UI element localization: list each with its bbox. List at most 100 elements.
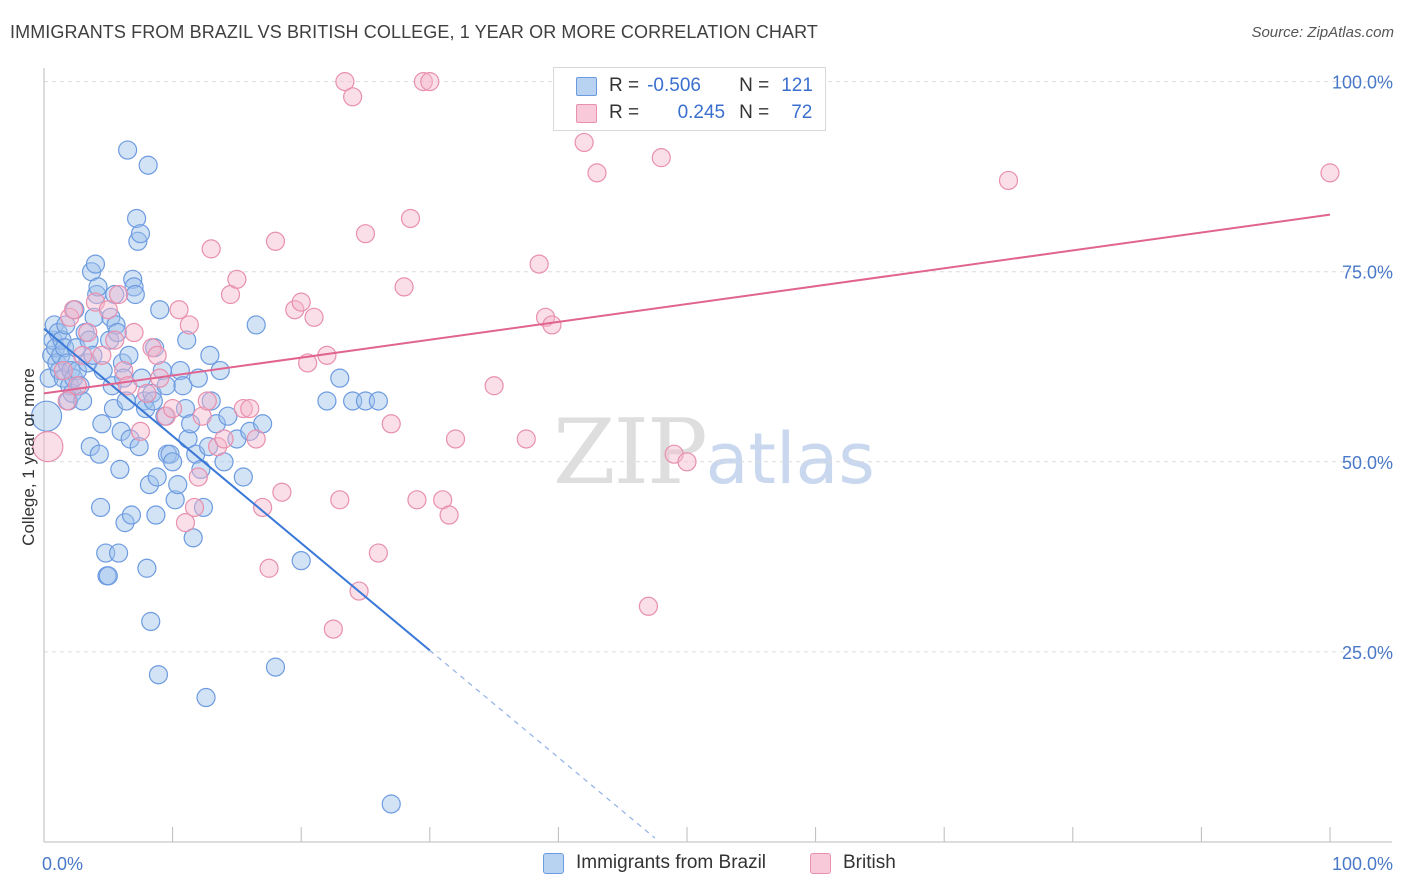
brazil-point-35 [89, 444, 109, 464]
brazil-point-60 [123, 269, 143, 289]
brazil-point-105 [246, 315, 266, 335]
series-swatch-brazil [543, 852, 564, 874]
brazil-trend-line [43, 327, 431, 652]
british-point-45 [304, 307, 324, 327]
legend-swatch-blue [576, 76, 597, 96]
british-point-35 [233, 398, 253, 419]
brazil-point-22 [67, 360, 88, 381]
brazil-point-95 [188, 368, 208, 388]
brazil-point-109 [317, 391, 337, 411]
brazil-point-56 [117, 140, 138, 160]
legend-row-pink: R = 0.245 N = 72 [576, 101, 812, 125]
british-point-42 [285, 300, 305, 320]
series-legend-british[interactable]: British [810, 852, 896, 874]
grid [44, 81, 1392, 653]
brazil-point-107 [265, 657, 286, 677]
british-point-21 [156, 406, 176, 426]
brazil-point-37 [92, 414, 112, 434]
brazil-point-110 [330, 368, 350, 388]
chart-source: Source: ZipAtlas.com [1251, 24, 1394, 41]
brazil-point-108 [291, 551, 311, 571]
brazil-point-59 [121, 505, 142, 525]
y-tick-label-3: 100.0% [1332, 73, 1393, 93]
brazil-point-71 [138, 155, 158, 175]
brazil-point-86 [165, 490, 185, 510]
brazil-point-36 [90, 497, 111, 518]
brazil-point-117 [233, 467, 253, 487]
british-point-37 [246, 429, 266, 449]
series-swatch-british [810, 852, 831, 874]
british-point-59 [420, 72, 440, 92]
brazil-point-66 [130, 224, 151, 244]
trend-lines [43, 213, 1331, 839]
brazil-point-98 [196, 687, 216, 708]
brazil-point-32 [85, 254, 106, 274]
brazil-point-93 [183, 528, 203, 548]
brazil-point-114 [381, 794, 401, 814]
british-point-48 [330, 490, 350, 510]
y-tick-label-1: 50.0% [1342, 453, 1393, 473]
british-point-6 [72, 345, 93, 365]
legend-n-label-pink: N = [739, 102, 770, 123]
british-point-26 [184, 497, 205, 518]
brazil-point-118 [200, 345, 220, 365]
legend-n-value-blue: 121 [781, 75, 813, 96]
british-point-57 [407, 490, 427, 510]
british-point-65 [529, 254, 549, 274]
brazil-point-89 [173, 376, 193, 396]
british-point-9 [92, 345, 112, 365]
brazil-point-70 [137, 558, 157, 578]
watermark: ZIPatlas [553, 400, 875, 505]
british-point-76 [1320, 163, 1340, 183]
british-point-34 [227, 269, 247, 289]
british-point-75 [998, 170, 1019, 191]
y-tick-label-0: 25.0% [1342, 643, 1393, 663]
axes [43, 68, 1392, 843]
brazil-point-113 [368, 391, 388, 411]
chart-title: IMMIGRANTS FROM BRAZIL VS BRITISH COLLEG… [10, 22, 818, 42]
british-trend-line [43, 213, 1331, 395]
brazil-point-92 [181, 414, 201, 434]
british-point-4 [63, 300, 84, 320]
british-point-73 [677, 452, 697, 472]
british-point-62 [445, 429, 466, 449]
brazil-point-24 [72, 391, 93, 411]
watermark-atlas: atlas [705, 418, 875, 500]
british-point-2 [57, 391, 77, 411]
watermark-zip: ZIP [553, 400, 708, 505]
y-tick-label-2: 75.0% [1342, 263, 1393, 283]
british-point-25 [179, 315, 199, 335]
brazil-point-63 [126, 208, 147, 229]
brazil-point-77 [146, 505, 166, 525]
series-legend: Immigrants from Brazil British [0, 852, 1406, 878]
british-point-43 [291, 292, 311, 312]
brazil-point-50 [110, 459, 130, 480]
legend-r-label-blue: R = [609, 75, 640, 96]
brazil-point-49 [108, 543, 129, 563]
british-point-15 [124, 322, 144, 343]
british-point-30 [201, 239, 221, 259]
brazil-point-87 [168, 475, 188, 495]
british-point-19 [147, 345, 167, 365]
british-point-49 [335, 72, 355, 92]
brazil-point-79 [148, 665, 169, 685]
british-point-50 [343, 87, 363, 107]
points [30, 72, 1340, 814]
brazil-point-80 [150, 300, 170, 320]
british-point-44 [298, 353, 318, 373]
british-point-66 [535, 307, 556, 327]
x-tick-label-1: 100.0% [1332, 854, 1393, 874]
series-legend-brazil[interactable]: Immigrants from Brazil [543, 852, 766, 874]
brazil-point-119 [177, 330, 197, 350]
brazil-point-85 [163, 452, 183, 472]
british-point-67 [542, 315, 562, 335]
british-point-47 [323, 619, 343, 639]
british-point-41 [272, 482, 292, 502]
british-point-40 [265, 231, 286, 251]
legend-n-label-blue: N = [739, 75, 770, 96]
brazil-point-61 [124, 277, 144, 297]
correlation-legend: R = -0.506 N = 121 R = 0.245 N = 72 [553, 67, 826, 131]
british-point-12 [108, 284, 129, 305]
british-point-71 [651, 148, 671, 168]
